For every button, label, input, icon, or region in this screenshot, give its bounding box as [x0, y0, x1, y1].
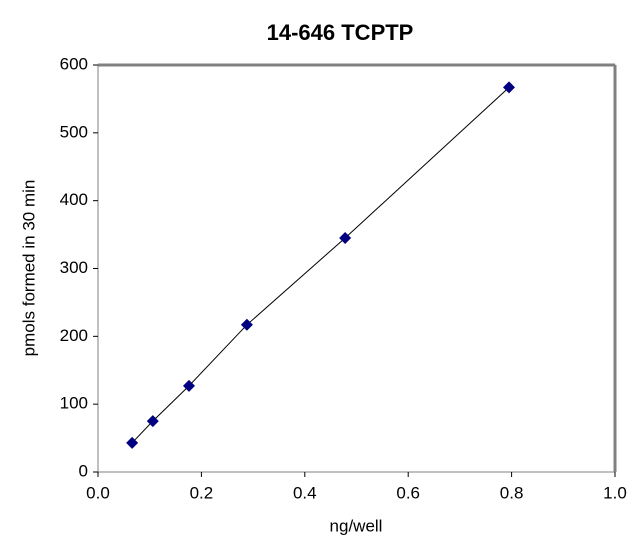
x-tick-label: 0.4: [293, 483, 317, 502]
x-tick-label: 0.8: [500, 483, 524, 502]
y-tick-label: 300: [60, 258, 88, 277]
x-axis-label: ng/well: [330, 516, 383, 535]
y-tick-label: 100: [60, 394, 88, 413]
data-point: [339, 231, 352, 244]
data-point: [146, 415, 159, 428]
data-point: [240, 318, 253, 331]
x-tick-label: 0.0: [86, 483, 110, 502]
data-point: [182, 379, 195, 392]
x-tick-label: 0.6: [396, 483, 420, 502]
plot-area: [97, 64, 616, 473]
x-tick-label: 0.2: [190, 483, 214, 502]
y-tick-label: 600: [60, 54, 88, 73]
data-point: [503, 81, 516, 94]
y-tick-label: 400: [60, 190, 88, 209]
y-axis-label: pmols formed in 30 min: [19, 180, 38, 357]
x-tick-label: 1.0: [603, 483, 627, 502]
data-point: [126, 436, 139, 449]
y-tick-label: 500: [60, 122, 88, 141]
trendline: [131, 87, 510, 444]
chart-title: 14-646 TCPTP: [267, 20, 414, 45]
y-tick-label: 200: [60, 326, 88, 345]
y-tick-label: 0: [79, 461, 88, 480]
